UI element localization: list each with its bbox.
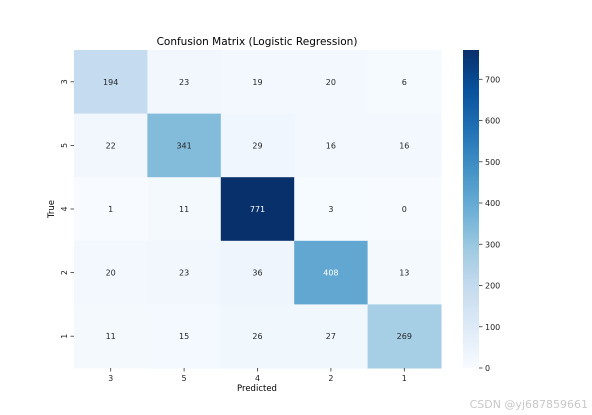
- colorbar-tick-label: 600: [485, 117, 500, 126]
- heatmap-cell: [294, 304, 369, 369]
- cell-value-label: 269: [397, 332, 412, 341]
- heatmap-cell: [74, 113, 148, 178]
- colorbar: 0 100 200 300 400 500 600 700: [463, 50, 500, 373]
- heatmap-cell: [220, 50, 295, 115]
- heatmap-cell: [147, 304, 222, 369]
- cell-value-label: 1: [108, 205, 113, 214]
- heatmap-cell: [147, 240, 222, 305]
- heatmap-cell: [294, 50, 369, 115]
- x-tick-label: 4: [255, 374, 260, 383]
- watermark: CSDN @yj687859661: [470, 398, 588, 411]
- colorbar-tick-label: 700: [485, 75, 500, 84]
- x-axis-label: Predicted: [237, 384, 277, 394]
- heatmap-cell: [74, 177, 148, 242]
- cell-value-label: 0: [402, 205, 407, 214]
- y-axis-ticks: 3 5 4 2 1: [60, 79, 74, 339]
- cell-value-label: 26: [252, 332, 262, 341]
- heatmap-cell: [220, 177, 295, 242]
- y-tick-label: 2: [60, 270, 69, 275]
- cell-value-label: 20: [326, 78, 336, 87]
- heatmap-cell: [294, 113, 369, 178]
- colorbar-gradient: [463, 50, 479, 368]
- colorbar-tick-label: 400: [485, 199, 500, 208]
- cell-value-label: 22: [106, 141, 116, 150]
- y-tick-label: 5: [60, 143, 69, 148]
- heatmap-cell: [147, 177, 222, 242]
- heatmap-cell: [147, 113, 222, 178]
- heatmap-cell: [367, 240, 442, 305]
- cell-value-label: 23: [179, 78, 189, 87]
- y-tick-label: 1: [60, 334, 69, 339]
- heatmap-cell: [367, 50, 442, 115]
- cell-value-label: 29: [252, 141, 262, 150]
- cell-value-label: 16: [399, 141, 409, 150]
- cell-value-label: 27: [326, 332, 336, 341]
- cell-value-label: 15: [179, 332, 189, 341]
- cell-value-label: 13: [399, 269, 409, 278]
- x-tick-label: 2: [328, 374, 333, 383]
- x-tick-label: 3: [108, 374, 113, 383]
- heatmap-cell: [74, 304, 148, 369]
- cell-value-label: 771: [250, 205, 265, 214]
- cell-value-label: 20: [106, 269, 116, 278]
- cell-value-label: 11: [179, 205, 189, 214]
- heatmap-cell: [367, 177, 442, 242]
- colorbar-tick-label: 300: [485, 240, 500, 249]
- colorbar-tick-label: 500: [485, 158, 500, 167]
- colorbar-tick-label: 200: [485, 282, 500, 291]
- x-tick-label: 5: [182, 374, 187, 383]
- colorbar-tick-label: 0: [485, 364, 490, 373]
- cell-value-label: 408: [323, 269, 338, 278]
- cell-value-label: 341: [176, 141, 191, 150]
- cell-value-label: 23: [179, 269, 189, 278]
- x-axis-ticks: 3 5 4 2 1: [108, 368, 407, 383]
- y-tick-label: 4: [60, 206, 69, 211]
- heatmap-cell: [74, 240, 148, 305]
- cell-value-label: 6: [402, 78, 407, 87]
- heatmap-cell: [294, 240, 369, 305]
- heatmap-cell: [294, 177, 369, 242]
- heatmap-cell: [220, 304, 295, 369]
- y-axis-label: True: [47, 200, 57, 219]
- heatmap-cell: [367, 113, 442, 178]
- cell-value-label: 16: [326, 141, 336, 150]
- cell-value-label: 36: [252, 269, 262, 278]
- cell-value-label: 11: [106, 332, 116, 341]
- heatmap-cell: [220, 240, 295, 305]
- cell-value-label: 3: [328, 205, 333, 214]
- x-tick-label: 1: [402, 374, 407, 383]
- heatmap-cell: [147, 50, 222, 115]
- heatmap-cell: [74, 50, 148, 115]
- colorbar-tick-label: 100: [485, 323, 500, 332]
- heatmap-cell: [220, 113, 295, 178]
- y-tick-label: 3: [60, 79, 69, 84]
- cell-value-label: 194: [103, 78, 118, 87]
- chart-title: Confusion Matrix (Logistic Regression): [157, 36, 358, 48]
- heatmap-cells: 194 23 19 20 622 341 29 16 161 11 771 3 020 23 36 408 13…: [74, 50, 442, 369]
- cell-value-label: 19: [252, 78, 262, 87]
- heatmap-cell: [367, 304, 442, 369]
